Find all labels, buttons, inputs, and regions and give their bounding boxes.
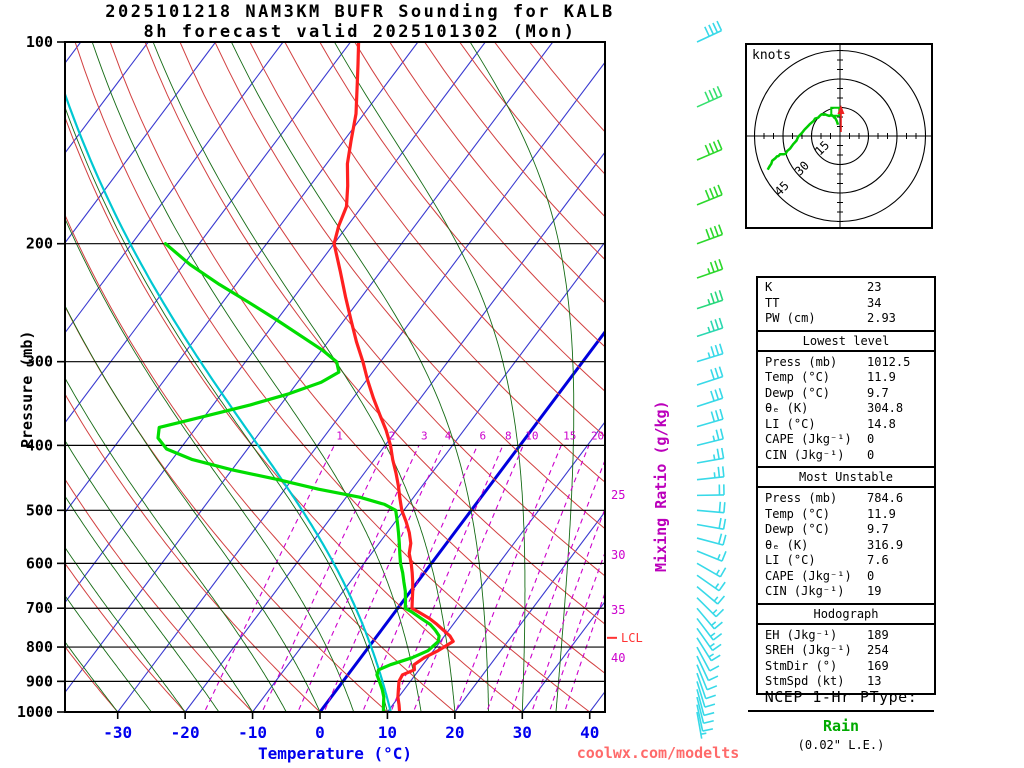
stat-row: K 23	[765, 280, 882, 294]
sounding-profiles	[65, 42, 455, 712]
svg-text:1: 1	[336, 429, 343, 442]
svg-text:20: 20	[445, 723, 464, 742]
temperature-axis-label: Temperature (°C)	[257, 744, 413, 763]
ptype-panel: NCEP 1-Hr PType: Rain (0.02" L.E.)	[748, 688, 934, 752]
svg-text:200: 200	[26, 235, 53, 253]
stat-row: Dewp (°C) 9.7	[765, 385, 889, 400]
svg-text:100: 100	[26, 33, 53, 51]
svg-text:15: 15	[563, 429, 576, 442]
svg-text:4: 4	[445, 429, 452, 442]
stat-row: SREH (Jkg⁻¹) 254	[765, 643, 889, 657]
svg-text:6: 6	[479, 429, 486, 442]
title-line-1: 2025101218 NAM3KM BUFR Sounding for KALB	[105, 2, 615, 22]
svg-text:-30: -30	[103, 723, 132, 742]
svg-text:30: 30	[513, 723, 532, 742]
wind-barb-column	[696, 20, 727, 739]
svg-text:40: 40	[580, 723, 599, 742]
stat-row: StmSpd (kt) 13	[765, 674, 882, 688]
wetbulb-parcel-curve	[65, 90, 392, 712]
svg-text:3: 3	[421, 429, 428, 442]
lcl-label: LCL	[621, 631, 643, 645]
ptype-title: NCEP 1-Hr PType:	[748, 688, 934, 712]
svg-text:-10: -10	[238, 723, 267, 742]
svg-text:800: 800	[26, 638, 53, 656]
stats-panel: K 23 TT 34 PW (cm) 2.93 Lowest level Press (mb)…	[756, 276, 936, 695]
stat-row: Temp (°C) 11.9	[765, 370, 896, 384]
stat-row: EH (Jkg⁻¹) 189	[765, 627, 889, 642]
stat-row: Temp (°C) 11.9	[765, 506, 896, 521]
stat-row: Dewp (°C) 9.7	[765, 522, 889, 536]
stat-row: CIN (Jkg⁻¹) 0	[765, 447, 875, 462]
svg-text:300: 300	[26, 353, 53, 371]
svg-text:700: 700	[26, 599, 53, 617]
stat-row: θₑ (K) 316.9	[765, 537, 904, 552]
stats-section-header: Hodograph	[758, 602, 934, 625]
stats-section-header: Lowest level	[758, 329, 934, 352]
stat-row: LI (°C) 14.8	[765, 416, 896, 431]
temperature-curve	[332, 42, 455, 712]
svg-text:1000: 1000	[17, 703, 53, 721]
stat-row: CIN (Jkg⁻¹) 19	[765, 584, 882, 598]
mixing-ratio-axis-label: Mixing Ratio (g/kg)	[652, 400, 670, 572]
svg-text:8: 8	[505, 429, 512, 442]
svg-text:25: 25	[611, 488, 625, 502]
ptype-value: Rain	[822, 717, 860, 735]
stat-row: LI (°C) 7.6	[765, 553, 889, 567]
stat-row: CAPE (Jkg⁻¹) 0	[765, 568, 875, 583]
stat-row: StmDir (°) 169	[765, 658, 889, 673]
stat-row: TT 34	[765, 295, 882, 310]
stat-row: Press (mb) 784.6	[765, 491, 904, 505]
svg-text:10: 10	[525, 429, 538, 442]
dewpoint-curve	[156, 242, 441, 712]
svg-text:30: 30	[611, 548, 625, 562]
svg-text:20: 20	[591, 429, 604, 442]
svg-text:0: 0	[315, 723, 325, 742]
svg-text:2: 2	[389, 429, 396, 442]
stats-section-header: Most Unstable	[758, 466, 934, 488]
plot-frame	[64, 41, 606, 713]
svg-text:-20: -20	[171, 723, 200, 742]
skewt-background	[65, 42, 605, 712]
stat-row: θₑ (K) 304.8	[765, 401, 904, 415]
svg-text:900: 900	[26, 672, 53, 690]
stat-row: PW (cm) 2.93	[765, 311, 896, 325]
ptype-note: (0.02" L.E.)	[797, 738, 885, 752]
svg-text:10: 10	[378, 723, 397, 742]
svg-text:600: 600	[26, 554, 53, 572]
stat-row: Press (mb) 1012.5	[765, 354, 911, 369]
hodograph-units-label: knots	[752, 48, 792, 63]
svg-text:40: 40	[611, 651, 625, 665]
svg-text:400: 400	[26, 436, 53, 454]
pressure-axis-label: Pressure (mb)	[18, 330, 36, 448]
svg-text:500: 500	[26, 501, 53, 519]
title-line-2: 8h forecast valid 2025101302 (Mon)	[143, 22, 577, 42]
svg-text:35: 35	[611, 603, 625, 617]
watermark: coolwx.com/modelts	[576, 744, 740, 762]
stat-row: CAPE (Jkg⁻¹) 0	[765, 432, 875, 446]
